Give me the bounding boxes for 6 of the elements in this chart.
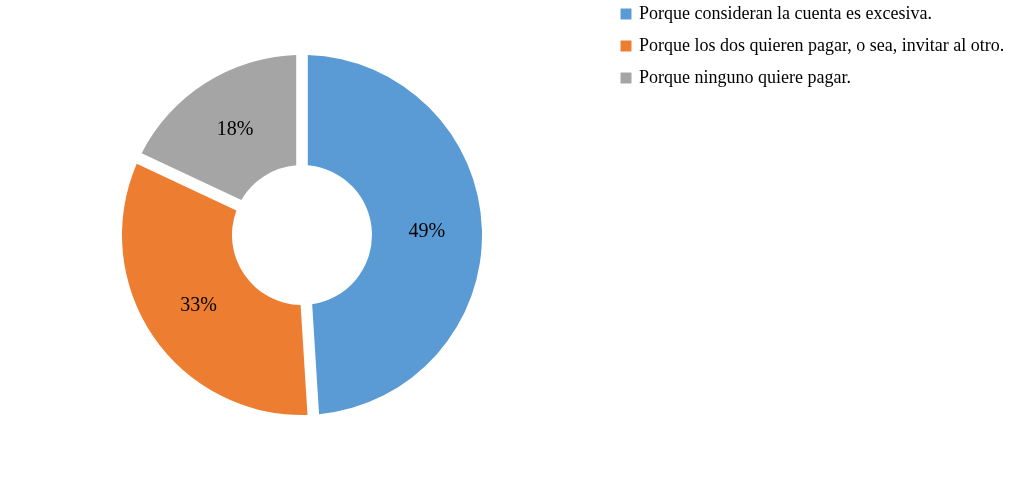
data-label: 33% [180,293,217,316]
data-label: 49% [408,219,446,242]
legend-label: Porque los dos quieren pagar, o sea, invitar al otro. [639,35,1005,55]
data-label: 18% [216,117,254,140]
legend-label: Porque ninguno quiere pagar. [639,67,851,87]
legend-label: Porque consideran la cuenta es excesiva. [639,3,932,23]
